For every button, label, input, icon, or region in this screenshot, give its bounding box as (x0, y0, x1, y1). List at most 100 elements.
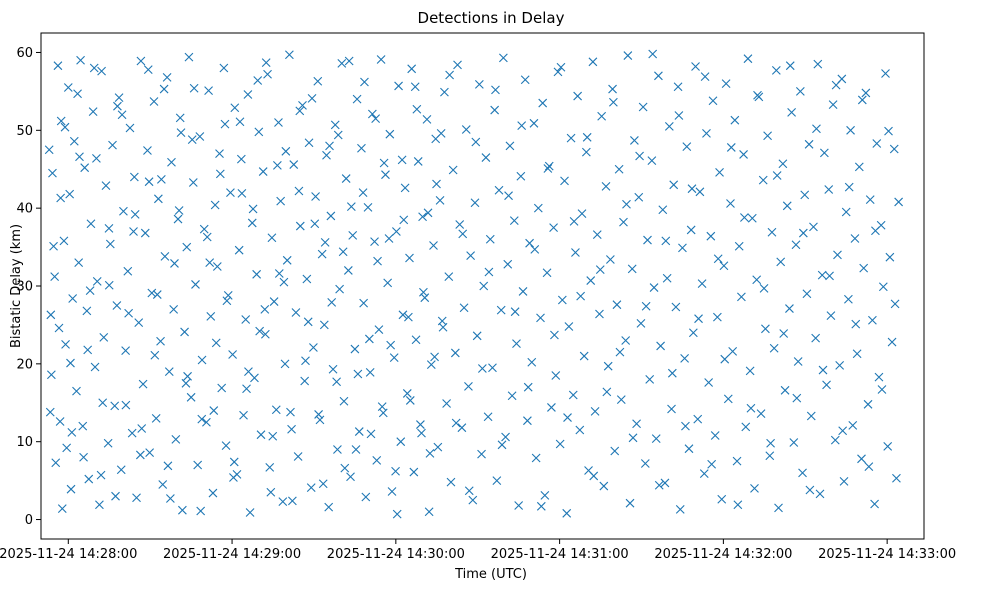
data-point (286, 407, 295, 417)
data-point (448, 165, 458, 175)
data-point (610, 446, 620, 456)
data-point (254, 127, 264, 137)
data-point (376, 55, 386, 64)
data-point (586, 276, 596, 285)
data-point (800, 190, 810, 200)
data-point (209, 406, 219, 415)
data-point (73, 89, 82, 99)
data-point (543, 164, 553, 173)
data-point (581, 147, 591, 157)
data-point (758, 175, 768, 185)
data-point (877, 385, 887, 394)
data-point (62, 443, 72, 453)
data-point (153, 194, 163, 204)
data-point (664, 122, 674, 131)
data-point (491, 85, 500, 95)
data-point (859, 263, 869, 273)
data-point (199, 224, 209, 234)
data-point (205, 258, 215, 268)
data-point (202, 232, 212, 242)
y-tick-label: 20 (16, 357, 33, 372)
data-point (710, 431, 720, 440)
data-point (409, 467, 419, 477)
data-point (560, 176, 569, 186)
data-point (79, 452, 88, 462)
data-point (884, 126, 893, 136)
data-point (622, 199, 631, 209)
data-point (56, 193, 66, 203)
data-point (780, 385, 790, 395)
data-point (833, 250, 842, 260)
data-point (315, 415, 325, 425)
data-point (293, 452, 303, 461)
y-tick-label: 40 (16, 202, 33, 217)
data-point (669, 180, 679, 190)
data-point (648, 49, 658, 59)
data-point (295, 106, 305, 116)
data-point (641, 301, 651, 311)
data-point (280, 359, 290, 369)
data-point (163, 461, 173, 471)
data-point (779, 329, 789, 338)
data-point (733, 500, 743, 510)
data-point (455, 220, 465, 229)
data-point (857, 95, 867, 105)
data-point (387, 487, 397, 496)
data-point (320, 238, 330, 247)
data-point (627, 264, 637, 274)
data-point (575, 425, 585, 435)
data-point (353, 369, 363, 379)
data-point (830, 435, 840, 445)
data-point (527, 357, 537, 367)
data-point (339, 396, 349, 406)
data-point (838, 426, 848, 436)
data-point (57, 504, 67, 514)
data-point (818, 365, 828, 375)
data-point (433, 442, 443, 452)
data-point (741, 422, 751, 432)
data-point (151, 413, 161, 423)
data-point (628, 433, 638, 443)
data-point (252, 269, 262, 279)
data-point (391, 466, 400, 476)
data-point (269, 297, 279, 306)
data-point (564, 322, 574, 331)
data-point (892, 473, 901, 483)
data-point (854, 162, 864, 172)
data-point (471, 137, 481, 147)
data-point (391, 227, 401, 236)
data-point (244, 367, 253, 377)
data-point (90, 362, 100, 372)
data-point (851, 319, 861, 329)
data-point (723, 394, 733, 404)
data-point (739, 150, 748, 159)
data-point (423, 208, 433, 218)
y-tick-label: 50 (16, 124, 33, 139)
data-point (691, 62, 700, 71)
data-point (746, 403, 756, 413)
data-point (125, 123, 135, 133)
data-point (494, 185, 504, 195)
data-point (831, 80, 841, 90)
data-point (307, 94, 317, 103)
data-point (501, 432, 510, 442)
data-point (56, 116, 66, 126)
data-point (432, 179, 441, 189)
data-point (197, 355, 207, 365)
data-point (529, 118, 539, 128)
data-point (202, 417, 211, 427)
data-point (284, 50, 294, 60)
data-point (174, 206, 184, 215)
data-point (861, 88, 871, 98)
data-point (730, 115, 740, 125)
data-point (112, 301, 122, 310)
data-point (865, 195, 875, 204)
data-point (457, 423, 467, 433)
data-point (503, 259, 513, 269)
data-point (874, 372, 884, 382)
data-point (793, 357, 803, 366)
data-point (767, 227, 777, 237)
data-point (271, 405, 281, 415)
data-point (173, 214, 183, 224)
data-point (516, 171, 526, 181)
